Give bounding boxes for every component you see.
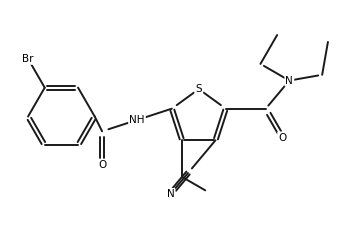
Text: O: O	[98, 160, 106, 170]
Text: NH: NH	[129, 115, 145, 125]
Text: N: N	[286, 76, 293, 86]
Text: Br: Br	[22, 54, 34, 64]
Text: S: S	[195, 84, 202, 94]
Text: N: N	[167, 189, 174, 199]
Text: O: O	[278, 133, 287, 142]
